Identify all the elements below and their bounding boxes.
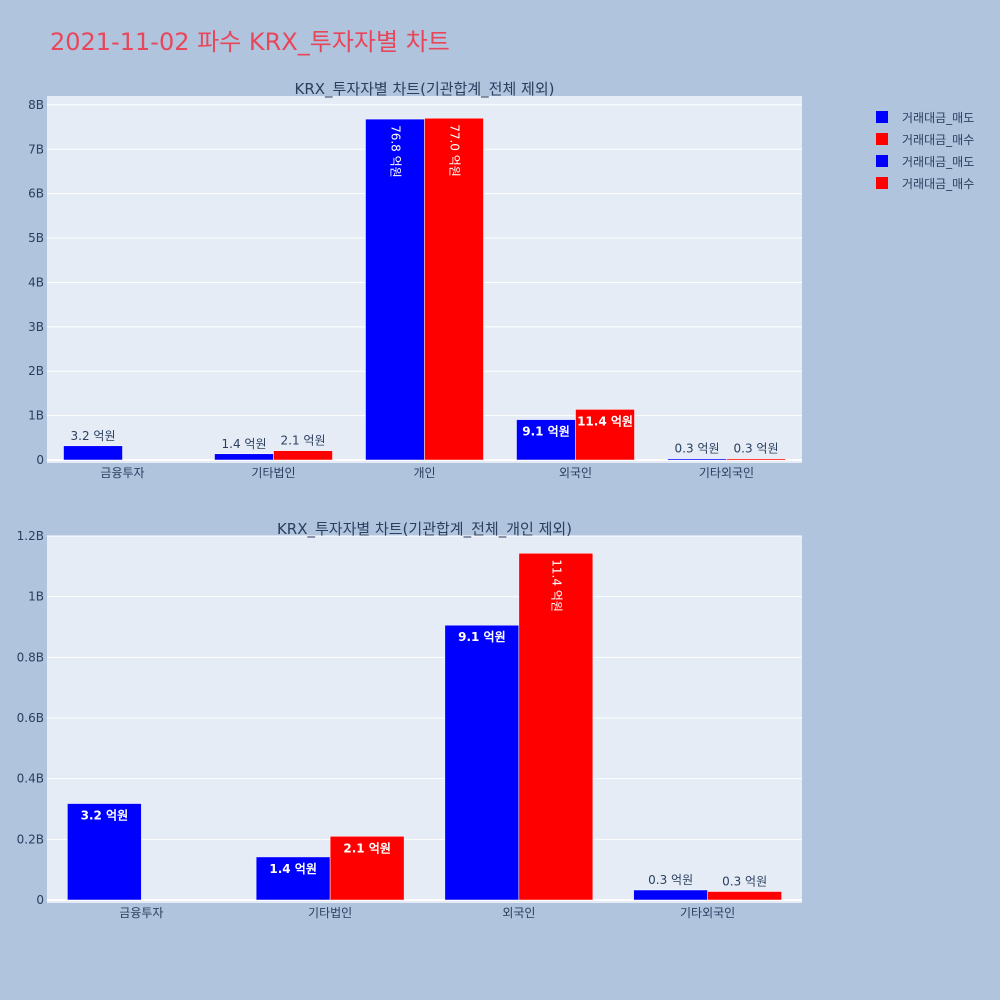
bar [516, 419, 576, 461]
y-tick-label: 0 [36, 453, 44, 467]
data-label: 1.4 억원 [222, 437, 267, 451]
bar [575, 409, 635, 461]
legend-label: 거래대금_매수 [902, 132, 975, 147]
bar [67, 803, 142, 901]
y-tick-label: 0.8B [17, 650, 44, 664]
x-tick-label: 기타법인 [251, 466, 295, 480]
x-tick-label: 기타법인 [308, 906, 352, 920]
y-tick-label: 6B [28, 187, 44, 201]
y-tick-label: 4B [28, 275, 44, 289]
data-label: 1.4 억원 [269, 862, 317, 876]
y-tick-label: 1B [28, 409, 44, 423]
chart-title: KRX_투자자별 차트(기관합계_전체_개인 제외) [277, 520, 572, 539]
bar [329, 836, 405, 901]
bar [518, 553, 594, 901]
legend-label: 거래대금_매수 [902, 176, 975, 191]
bar [63, 445, 123, 461]
y-tick-label: 0.4B [17, 772, 44, 786]
y-tick-label: 2B [28, 364, 44, 378]
x-tick-label: 개인 [413, 466, 435, 480]
y-tick-label: 0 [36, 893, 44, 907]
data-label: 0.3 억원 [648, 873, 693, 887]
bar [633, 889, 708, 901]
data-label: 2.1 억원 [281, 434, 326, 448]
y-tick-label: 1.2B [17, 529, 44, 543]
x-tick-label: 외국인 [502, 906, 535, 920]
bar [444, 624, 520, 901]
legend-swatch-red [876, 177, 888, 189]
bar [255, 856, 331, 901]
data-label: 11.4 억원 [577, 414, 633, 428]
bar [424, 117, 484, 461]
data-label: 0.3 억원 [675, 442, 720, 456]
x-tick-label: 금융투자 [119, 906, 163, 920]
data-label: 9.1 억원 [522, 425, 570, 439]
y-tick-label: 5B [28, 231, 44, 245]
legend-item[interactable]: 거래대금_매도 [876, 150, 974, 172]
y-tick-label: 0.6B [17, 711, 44, 725]
legend-swatch-blue [876, 111, 888, 123]
bar [707, 891, 782, 901]
bar [365, 118, 425, 461]
bar [214, 453, 274, 461]
legend-label: 거래대금_매도 [902, 154, 975, 169]
x-tick-label: 금융투자 [100, 466, 144, 480]
y-tick-label: 1B [28, 590, 44, 604]
data-label: 2.1 억원 [343, 841, 391, 855]
data-label: 3.2 억원 [71, 429, 116, 443]
legend-item[interactable]: 거래대금_매수 [876, 172, 974, 194]
y-tick-label: 3B [28, 320, 44, 334]
data-label: 77.0 억원 [448, 124, 462, 177]
legend-item[interactable]: 거래대금_매도 [876, 106, 974, 128]
data-label: 3.2 억원 [81, 809, 129, 823]
bar [726, 458, 786, 461]
data-label: 0.3 억원 [734, 442, 779, 456]
legend-swatch-red [876, 133, 888, 145]
y-tick-label: 0.2B [17, 832, 44, 846]
y-tick-label: 7B [28, 142, 44, 156]
chart-title: KRX_투자자별 차트(기관합계_전체 제외) [295, 80, 555, 99]
data-label: 76.8 억원 [389, 125, 403, 178]
legend: 거래대금_매도 거래대금_매수 거래대금_매도 거래대금_매수 [876, 106, 974, 194]
plot-area [47, 536, 802, 903]
legend-swatch-blue [876, 155, 888, 167]
x-tick-label: 외국인 [559, 466, 592, 480]
data-label: 11.4 억원 [549, 559, 563, 612]
y-tick-label: 8B [28, 98, 44, 112]
x-tick-label: 기타외국인 [699, 466, 754, 480]
legend-item[interactable]: 거래대금_매수 [876, 128, 974, 150]
legend-label: 거래대금_매도 [902, 110, 975, 125]
x-tick-label: 기타외국인 [680, 906, 735, 920]
page-title: 2021-11-02 파수 KRX_투자자별 차트 [50, 28, 450, 56]
data-label: 9.1 억원 [458, 630, 506, 644]
data-label: 0.3 억원 [722, 875, 767, 889]
bar [667, 458, 727, 461]
bar [273, 450, 333, 461]
